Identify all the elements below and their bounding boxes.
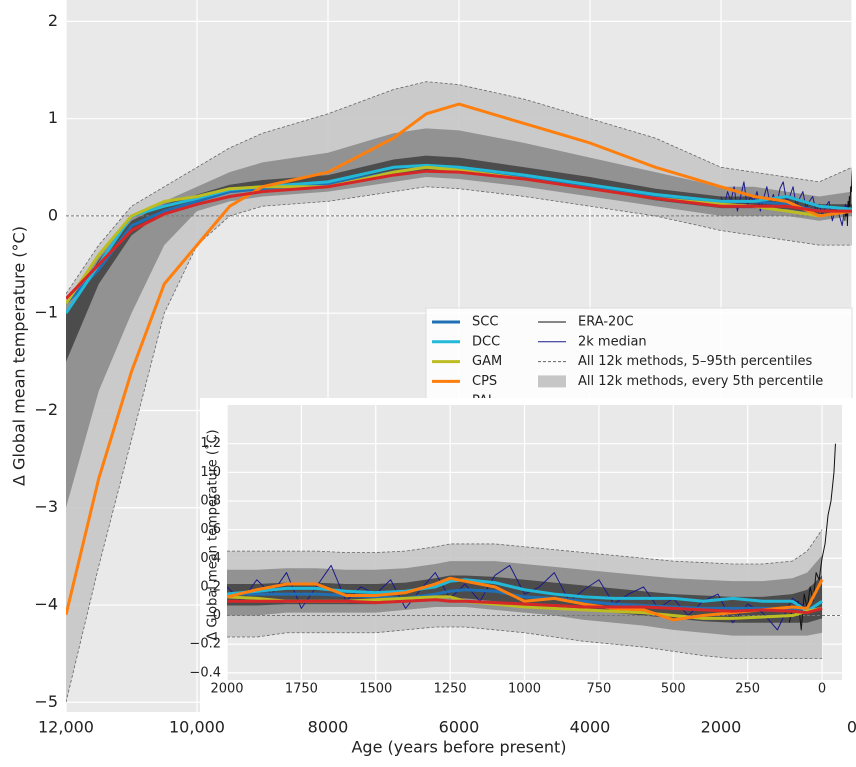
series-line <box>227 588 823 613</box>
x-tick-label: 1250 <box>434 682 467 697</box>
series-line <box>66 102 852 616</box>
y-tick-label: 0 <box>213 608 221 623</box>
y-tick-label: 1 <box>48 108 58 127</box>
x-tick-label: 1750 <box>285 682 318 697</box>
legend-label: SCC <box>472 315 498 330</box>
y-tick-label: 0.4 <box>200 551 221 566</box>
reference-series <box>720 181 850 227</box>
x-tick-label: 250 <box>735 682 760 697</box>
legend-label: CPS <box>472 374 497 389</box>
x-tick-label: 500 <box>661 682 686 697</box>
percentile-band <box>227 575 823 623</box>
legend-label: DCC <box>472 334 500 349</box>
legend-swatch <box>538 375 566 388</box>
y-tick-label: 0.6 <box>200 522 221 537</box>
legend-label: ERA-20C <box>578 315 634 330</box>
series-line <box>227 598 823 615</box>
x-axis-label: Age (years before present) <box>351 738 566 757</box>
y-tick-label: 0 <box>48 205 58 224</box>
percentile-line <box>66 186 852 703</box>
inset-panel: 2000 1750 1500 1250 1000 750 500 250 0 −0.4 −0.2 0 0… <box>189 398 856 714</box>
reference-series <box>227 564 808 631</box>
legend-label: GAM <box>472 354 502 369</box>
x-tick-label: 4000 <box>570 718 611 737</box>
y-tick-label: 0.8 <box>200 493 221 508</box>
x-tick-label: 2000 <box>701 718 742 737</box>
y-tick-label: −0.4 <box>189 665 221 680</box>
y-tick-label: 1.0 <box>200 465 221 480</box>
x-tick-label: 750 <box>587 682 612 697</box>
x-tick-label: 1500 <box>359 682 392 697</box>
inset-y-axis-label: Δ Global mean temperature (˚C) <box>205 429 221 640</box>
x-tick-label: 12,000 <box>38 718 94 737</box>
percentile-line <box>66 81 852 294</box>
y-tick-label: −3 <box>34 497 58 516</box>
x-tick-label: 6000 <box>439 718 480 737</box>
plot-area <box>227 405 842 680</box>
percentile-line <box>227 529 823 565</box>
y-tick-label: −4 <box>34 595 58 614</box>
x-tick-label: 0 <box>818 682 826 697</box>
y-tick-label: 0.2 <box>200 579 221 594</box>
legend-label: 2k median <box>578 334 647 349</box>
y-tick-label: −0.2 <box>189 637 221 652</box>
x-tick-label: 1000 <box>508 682 541 697</box>
series-line <box>66 163 852 315</box>
y-tick-label: 2 <box>48 11 58 30</box>
legend-label: All 12k methods, every 5th percentile <box>578 374 823 389</box>
y-tick-label: −5 <box>34 692 58 711</box>
y-tick-label: −2 <box>34 400 58 419</box>
x-tick-label: 2000 <box>210 682 243 697</box>
x-tick-label: 10,000 <box>169 718 225 737</box>
y-axis-label: Δ Global mean temperature (°C) <box>10 226 29 486</box>
legend-box <box>425 307 853 413</box>
series-line <box>66 169 852 300</box>
legend-label: All 12k methods, 5–95th percentiles <box>578 354 812 369</box>
x-tick-label: 0 <box>847 718 856 737</box>
x-tick-label: 8000 <box>308 718 349 737</box>
y-tick-label: −1 <box>34 303 58 322</box>
y-tick-label: 1.2 <box>200 436 221 451</box>
